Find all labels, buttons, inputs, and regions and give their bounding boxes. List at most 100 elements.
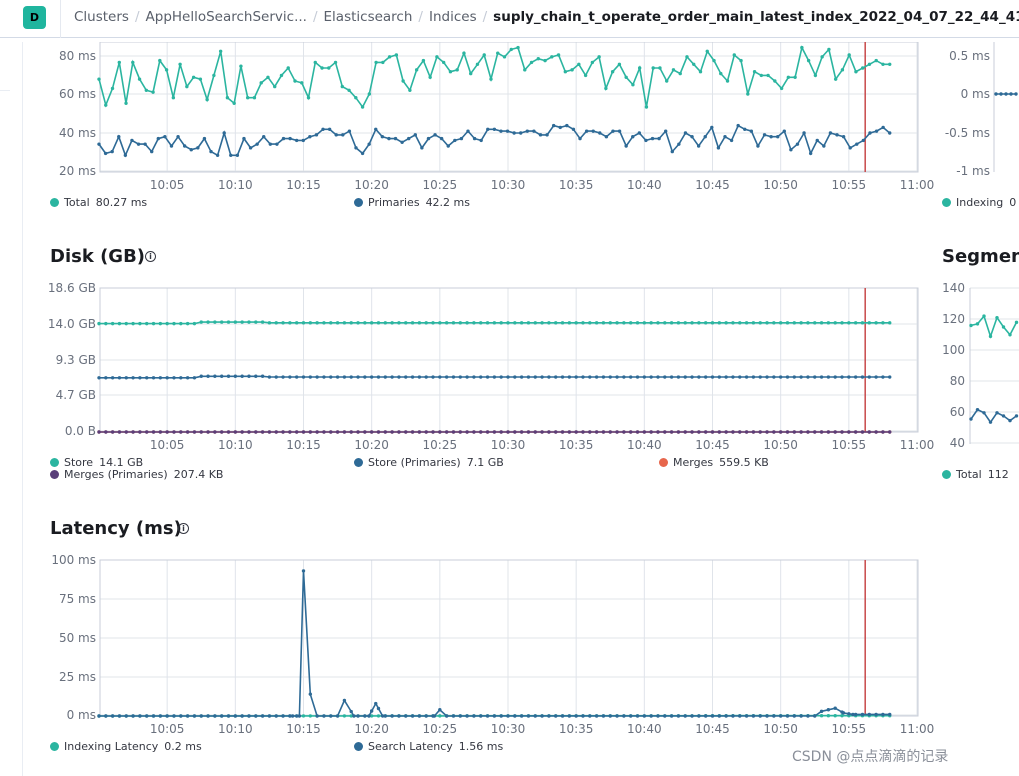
merges-primaries-series-point xyxy=(513,430,517,434)
legend-label: Indexing Latency xyxy=(64,740,159,753)
merges-primaries-series-point xyxy=(588,430,592,434)
legend-label: Total xyxy=(64,196,90,209)
primaries-series-point xyxy=(525,129,530,133)
legend-item-store[interactable]: Store 14.1 GB xyxy=(50,456,143,469)
merges-primaries-series-point xyxy=(601,430,606,434)
merges-primaries-series-point xyxy=(444,430,449,434)
total-series-point xyxy=(529,60,534,65)
indexing-rate-chart[interactable]: 0.5 ms 0 ms -0.5 ms -1 ms xyxy=(945,42,1018,178)
store-series-point xyxy=(124,321,128,326)
merges-primaries-series-point xyxy=(676,430,681,434)
store-series-point xyxy=(874,321,878,325)
primaries-series-point xyxy=(229,153,233,157)
y-tick-label: 100 ms xyxy=(51,553,96,567)
primaries-series-point xyxy=(393,136,398,141)
search-latency-series-point xyxy=(124,714,128,718)
search-latency-series-point xyxy=(806,714,810,718)
deployment-logo[interactable]: D xyxy=(23,6,46,29)
search-latency-series-point xyxy=(676,714,681,718)
breadcrumb-separator: / xyxy=(418,9,423,25)
legend-item-merges-primaries[interactable]: Merges (Primaries) 207.4 KB xyxy=(50,468,223,481)
info-icon[interactable]: i xyxy=(178,523,189,534)
total-series-point xyxy=(387,55,392,59)
primaries-series-point xyxy=(209,149,213,154)
search-latency-series-point xyxy=(260,714,265,718)
store-series-point xyxy=(479,321,483,325)
primaries-series-point xyxy=(182,144,187,148)
legend-item-primaries[interactable]: Primaries 42.2 ms xyxy=(354,196,470,209)
breadcrumb-elasticsearch[interactable]: Elasticsearch xyxy=(323,9,413,25)
merges-primaries-series-point xyxy=(410,430,415,434)
store-series-point xyxy=(622,321,626,325)
total-series-point xyxy=(800,45,804,50)
primaries-series-point xyxy=(848,146,852,150)
store-series-point xyxy=(363,321,367,325)
merges-primaries-series-point xyxy=(622,430,626,434)
breadcrumb-cluster-name[interactable]: AppHelloSearchServic... xyxy=(145,9,307,25)
primaries-series-point xyxy=(519,131,523,135)
search-latency-series-point xyxy=(547,714,551,718)
store-primaries-series-point xyxy=(397,375,401,379)
search-latency-series-point xyxy=(778,714,783,718)
search-latency-series-point xyxy=(581,714,585,718)
store-series-point xyxy=(840,321,844,325)
segment-total-series-point xyxy=(1014,320,1019,325)
search-latency-series-point xyxy=(492,714,497,718)
total-series-point xyxy=(421,58,426,63)
search-latency-series-point xyxy=(356,714,360,718)
merges-primaries-series-point xyxy=(594,430,599,434)
legend-item-merges[interactable]: Merges 559.5 KB xyxy=(659,456,769,469)
merges-primaries-series-point xyxy=(697,430,701,434)
x-tick-label: 10:20 xyxy=(354,438,389,452)
store-series-point xyxy=(806,321,810,325)
segment-chart[interactable]: 140 120 100 80 60 40 xyxy=(942,281,1019,450)
total-series-point xyxy=(624,75,628,79)
legend-item-search-latency[interactable]: Search Latency 1.56 ms xyxy=(354,740,503,753)
store-primaries-series-point xyxy=(690,375,694,379)
latency-top-chart[interactable]: 80 ms 60 ms 40 ms 20 ms 10:05 10:10 10:15 10:20… xyxy=(0,38,1019,192)
store-primaries-series-point xyxy=(731,375,735,379)
breadcrumb-clusters[interactable]: Clusters xyxy=(74,9,129,25)
x-tick-label: 10:55 xyxy=(832,178,867,192)
primaries-series-point xyxy=(749,129,754,133)
legend-item-store-primaries[interactable]: Store (Primaries) 7.1 GB xyxy=(354,456,504,469)
total-series-point xyxy=(185,84,189,89)
total-series-point xyxy=(766,73,770,78)
store-series-point xyxy=(826,321,831,325)
store-series-point xyxy=(131,321,135,326)
search-latency-series-point xyxy=(785,714,790,718)
search-latency-series-point xyxy=(417,714,422,718)
total-series-point xyxy=(279,73,284,78)
merges-primaries-series-point xyxy=(772,430,776,434)
y-tick-label: 18.6 GB xyxy=(48,281,96,295)
legend-item-segment-total[interactable]: Total 112 xyxy=(942,468,1009,481)
store-series-point xyxy=(138,321,142,326)
search-latency-series-point xyxy=(335,714,340,718)
disk-chart[interactable]: 18.6 GB 14.0 GB 9.3 GB 4.7 GB 0.0 B 10:05 10:1… xyxy=(48,281,934,452)
total-series-point xyxy=(536,57,540,61)
legend-item-total[interactable]: Total 80.27 ms xyxy=(50,196,147,209)
store-primaries-series-point xyxy=(438,375,442,379)
total-series-point xyxy=(482,53,486,57)
x-tick-label: 10:05 xyxy=(150,438,185,452)
y-tick-label: 20 ms xyxy=(59,164,96,178)
info-icon[interactable]: i xyxy=(145,251,156,262)
store-primaries-series-point xyxy=(513,375,517,379)
primaries-series-point xyxy=(97,142,101,146)
segment-total-series-point xyxy=(982,314,986,318)
search-latency-series-point xyxy=(669,714,674,718)
merges-primaries-series-point xyxy=(240,430,244,434)
primaries-series-point xyxy=(696,144,701,148)
total-series-point xyxy=(374,60,378,65)
primaries-series-point xyxy=(789,148,793,152)
search-latency-series-point xyxy=(179,714,183,718)
latency-chart[interactable]: 100 ms 75 ms 50 ms 25 ms 0 ms 10:05 10:10 10:15… xyxy=(51,553,934,736)
x-tick-label: 10:30 xyxy=(491,178,526,192)
legend-value: 207.4 KB xyxy=(173,468,224,481)
store-primaries-series-point xyxy=(226,374,231,378)
segment-secondary-series-point xyxy=(982,411,986,415)
legend-item-indexing-latency[interactable]: Indexing Latency 0.2 ms xyxy=(50,740,202,753)
legend-item-indexing[interactable]: Indexing 0 xyxy=(942,196,1016,209)
store-primaries-series-point xyxy=(322,375,326,379)
breadcrumb-indices[interactable]: Indices xyxy=(428,9,477,25)
